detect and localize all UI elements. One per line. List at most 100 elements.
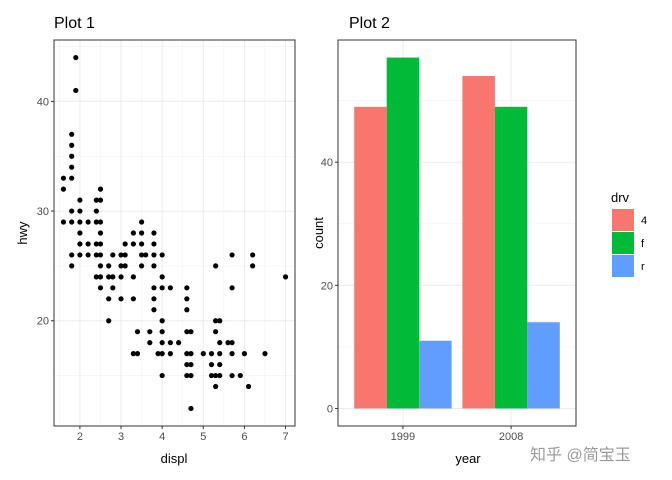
data-point bbox=[250, 252, 256, 258]
data-point bbox=[262, 351, 268, 357]
data-point bbox=[159, 274, 165, 280]
data-point bbox=[97, 186, 104, 192]
data-point bbox=[213, 329, 219, 335]
data-point bbox=[77, 197, 83, 203]
x-tick-label: 1999 bbox=[391, 431, 415, 443]
x-tick-label: 5 bbox=[200, 431, 206, 443]
legend-key-f bbox=[612, 232, 634, 254]
bar-f-2008 bbox=[494, 106, 528, 409]
data-point bbox=[208, 361, 215, 368]
bar-r-1999 bbox=[419, 340, 452, 409]
data-point bbox=[110, 274, 116, 280]
data-point bbox=[118, 263, 124, 269]
data-point bbox=[93, 274, 99, 280]
data-point bbox=[188, 329, 194, 335]
bar-r-2008 bbox=[527, 322, 560, 409]
data-point bbox=[217, 372, 223, 379]
data-point bbox=[151, 241, 157, 247]
data-point bbox=[69, 219, 75, 225]
data-point bbox=[217, 361, 223, 368]
y-tick-label: 40 bbox=[37, 96, 49, 108]
data-point bbox=[106, 296, 112, 302]
data-point bbox=[118, 296, 124, 302]
data-point bbox=[97, 241, 104, 247]
bar-4-2008 bbox=[462, 76, 495, 409]
legend-label-f: f bbox=[641, 238, 645, 250]
data-point bbox=[188, 405, 194, 412]
data-point bbox=[93, 241, 99, 247]
data-point bbox=[151, 252, 157, 258]
data-point bbox=[130, 351, 136, 357]
data-point bbox=[245, 383, 252, 390]
data-point bbox=[167, 285, 173, 291]
data-point bbox=[106, 318, 112, 324]
data-point bbox=[85, 252, 91, 258]
data-point bbox=[159, 318, 165, 324]
data-point bbox=[217, 318, 223, 324]
plot2-y-axis-label: count bbox=[311, 217, 326, 249]
data-point bbox=[110, 252, 116, 258]
data-point bbox=[97, 263, 104, 269]
data-point bbox=[213, 318, 219, 324]
data-point bbox=[184, 351, 190, 357]
plot2-panel: 0 20 40 1999 2008 bbox=[321, 39, 577, 443]
data-point bbox=[229, 285, 235, 291]
y-tick-label: 40 bbox=[321, 157, 333, 169]
data-point bbox=[73, 87, 79, 94]
data-point bbox=[97, 230, 104, 236]
data-point bbox=[184, 372, 190, 379]
y-tick-label: 20 bbox=[321, 280, 333, 292]
data-point bbox=[151, 307, 157, 313]
data-point bbox=[213, 263, 219, 269]
data-point bbox=[73, 54, 79, 61]
legend-title: drv bbox=[611, 190, 630, 205]
data-point bbox=[184, 329, 190, 335]
data-point bbox=[184, 307, 190, 313]
x-tick-label: 2 bbox=[77, 431, 83, 443]
data-point bbox=[147, 340, 153, 346]
data-point bbox=[122, 241, 128, 247]
data-point bbox=[282, 274, 289, 280]
data-point bbox=[138, 241, 145, 247]
data-point bbox=[97, 285, 104, 291]
data-point bbox=[155, 351, 161, 357]
data-point bbox=[167, 351, 173, 357]
data-point bbox=[229, 340, 235, 346]
data-point bbox=[130, 241, 136, 247]
data-point bbox=[69, 153, 75, 159]
data-point bbox=[118, 274, 124, 280]
data-point bbox=[213, 383, 219, 390]
data-point bbox=[110, 285, 116, 291]
data-point bbox=[97, 219, 104, 225]
data-point bbox=[85, 219, 91, 225]
data-point bbox=[118, 252, 124, 258]
data-point bbox=[85, 241, 91, 247]
data-point bbox=[77, 252, 83, 258]
data-point bbox=[159, 285, 165, 291]
data-point bbox=[241, 351, 248, 357]
data-point bbox=[97, 274, 104, 280]
watermark: 知乎 @简宝玉 bbox=[530, 446, 631, 464]
data-point bbox=[151, 263, 157, 269]
data-point bbox=[208, 351, 215, 357]
data-point bbox=[60, 186, 67, 192]
data-point bbox=[167, 340, 173, 346]
data-point bbox=[77, 230, 83, 236]
legend-label-4: 4 bbox=[641, 215, 647, 227]
legend-key-4 bbox=[612, 209, 634, 231]
data-point bbox=[188, 351, 194, 357]
legend: drv 4 fr bbox=[611, 190, 647, 277]
data-point bbox=[159, 329, 165, 335]
data-point bbox=[151, 296, 157, 302]
data-point bbox=[143, 252, 149, 258]
legend-key-r bbox=[612, 255, 634, 277]
data-point bbox=[184, 296, 190, 302]
data-point bbox=[130, 230, 136, 236]
plot1-x-axis-label: displ bbox=[161, 451, 188, 466]
x-tick-label: 3 bbox=[118, 431, 124, 443]
data-point bbox=[93, 252, 99, 258]
data-point bbox=[93, 197, 99, 203]
data-point bbox=[229, 252, 235, 258]
data-point bbox=[97, 197, 104, 203]
